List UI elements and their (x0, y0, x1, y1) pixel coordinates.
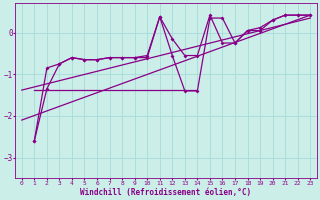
X-axis label: Windchill (Refroidissement éolien,°C): Windchill (Refroidissement éolien,°C) (80, 188, 252, 197)
